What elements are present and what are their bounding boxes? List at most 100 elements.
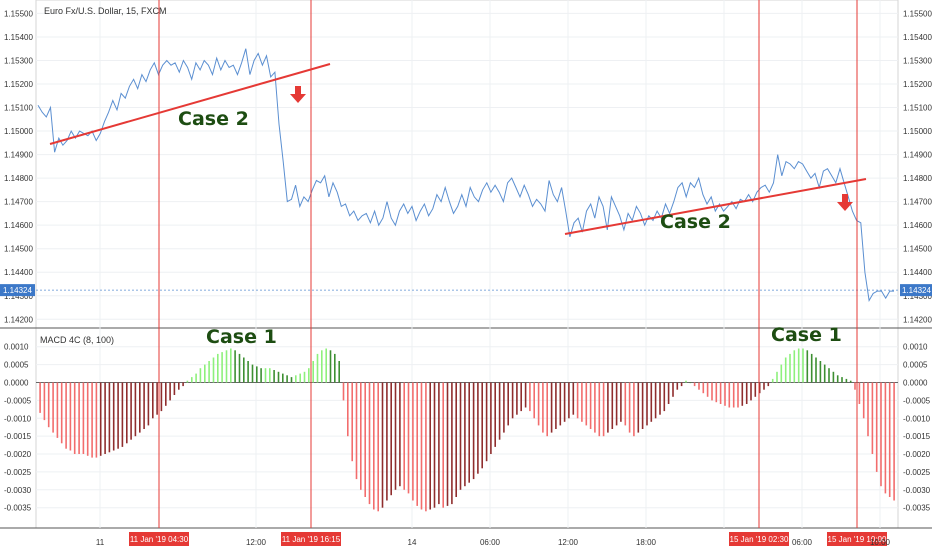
macd-tick-right: -0.0005 — [903, 396, 931, 405]
macd-bar — [251, 364, 254, 383]
time-tag-label: 15 Jan '19 02:30 — [730, 535, 789, 544]
macd-bar — [173, 382, 176, 395]
macd-bar — [546, 382, 548, 437]
price-tick-right: 1.14500 — [903, 245, 932, 254]
last-price-label-right: 1.14324 — [902, 286, 931, 295]
macd-bar — [325, 348, 327, 383]
macd-bar — [243, 357, 245, 383]
macd-bar — [485, 382, 488, 462]
macd-tick-left: 0.0005 — [4, 361, 29, 370]
macd-bar — [117, 382, 119, 449]
macd-bar — [234, 350, 236, 383]
macd-bar — [745, 382, 748, 404]
macd-bar — [706, 382, 709, 397]
macd-tick-left: 0.0000 — [4, 379, 29, 388]
time-tag-label: 15 Jan '19 10:00 — [828, 535, 887, 544]
macd-bar — [529, 382, 531, 412]
macd-tick-right: -0.0035 — [903, 504, 931, 513]
macd-bar — [143, 382, 145, 429]
macd-bar — [537, 382, 540, 426]
macd-bar — [160, 382, 163, 412]
macd-bar — [572, 382, 575, 415]
macd-tick-left: -0.0015 — [4, 432, 32, 441]
macd-bar — [347, 382, 349, 437]
macd-bar — [585, 382, 588, 426]
macd-bar — [455, 382, 457, 497]
price-tick-left: 1.15200 — [4, 80, 33, 89]
last-price-badge-right — [900, 284, 932, 297]
price-tick-right: 1.14400 — [903, 268, 932, 277]
macd-bar — [581, 382, 583, 422]
macd-bar — [204, 364, 206, 383]
macd-tick-right: 0.0005 — [903, 361, 928, 370]
macd-bar — [329, 350, 332, 383]
macd-bar — [568, 382, 570, 419]
macd-tick-left: -0.0030 — [4, 486, 32, 495]
macd-tick-right: -0.0020 — [903, 450, 931, 459]
macd-bar — [511, 382, 514, 419]
down-arrow-icon — [290, 86, 306, 103]
macd-bar — [165, 382, 167, 406]
macd-bar — [308, 368, 310, 383]
macd-bar — [186, 380, 189, 383]
price-tick-left: 1.14400 — [4, 268, 33, 277]
time-tag-label: 11 Jan '19 04:30 — [130, 535, 189, 544]
axes: 1.15500 1.15500 1.15400 1.15400 1.15300 1.153… — [0, 9, 932, 547]
macd-bar — [650, 382, 653, 422]
down-arrow-icon — [837, 194, 853, 211]
macd-bar — [481, 382, 483, 469]
macd-bar — [754, 382, 757, 397]
macd-bar — [598, 382, 601, 437]
macd-bar — [576, 382, 579, 419]
macd-bar — [880, 382, 882, 487]
macd-bar — [178, 382, 180, 390]
macd-bar — [260, 368, 262, 383]
price-tick-right: 1.15400 — [903, 33, 932, 42]
macd-bar — [312, 361, 314, 383]
macd-bar — [715, 382, 718, 403]
price-tick-left: 1.15400 — [4, 33, 33, 42]
macd-bar — [672, 382, 674, 397]
macd-bar — [368, 382, 371, 505]
macd-bar — [152, 382, 154, 419]
macd-bar — [693, 382, 696, 387]
time-tick-label: 06:00 — [480, 538, 501, 547]
price-tick-left: 1.14500 — [4, 245, 33, 254]
macd-bar — [56, 382, 59, 438]
macd-bar — [828, 368, 830, 383]
macd-bar — [390, 382, 392, 496]
price-tick-right: 1.15100 — [903, 104, 932, 113]
macd-bar — [451, 382, 453, 505]
time-tag-label: 11 Jan '19 16:15 — [282, 535, 341, 544]
macd-bar — [620, 382, 622, 422]
macd-bar — [52, 382, 54, 433]
macd-bar — [594, 382, 596, 433]
macd-bar — [273, 370, 275, 383]
macd-bar — [490, 382, 492, 454]
macd-bar — [108, 382, 111, 453]
time-tick-label: 10:00 — [870, 538, 891, 547]
macd-bar — [758, 382, 761, 394]
macd-bar — [624, 382, 627, 426]
macd-bar — [282, 373, 284, 383]
macd-bar — [355, 382, 358, 480]
annotation-case-2-right: Case 2 — [660, 211, 731, 233]
price-tick-right: 1.14600 — [903, 221, 932, 230]
macd-bar — [797, 348, 800, 383]
price-tick-right: 1.14800 — [903, 174, 932, 183]
macd-bar — [559, 382, 562, 426]
macd-bar — [771, 378, 774, 383]
macd-bar — [82, 382, 85, 454]
macd-bar — [819, 361, 822, 383]
macd-bar — [256, 366, 258, 383]
time-tick-label: 14 — [408, 538, 417, 547]
macd-tick-left: -0.0005 — [4, 396, 32, 405]
macd-tick-left: -0.0020 — [4, 450, 32, 459]
macd-bar — [810, 353, 813, 383]
macd-bar — [711, 382, 713, 401]
macd-bar — [60, 382, 63, 444]
macd-tick-right: 0.0010 — [903, 343, 928, 352]
macd-tick-left: -0.0010 — [4, 414, 32, 423]
macd-bar — [893, 382, 895, 501]
macd-bar — [698, 382, 700, 390]
